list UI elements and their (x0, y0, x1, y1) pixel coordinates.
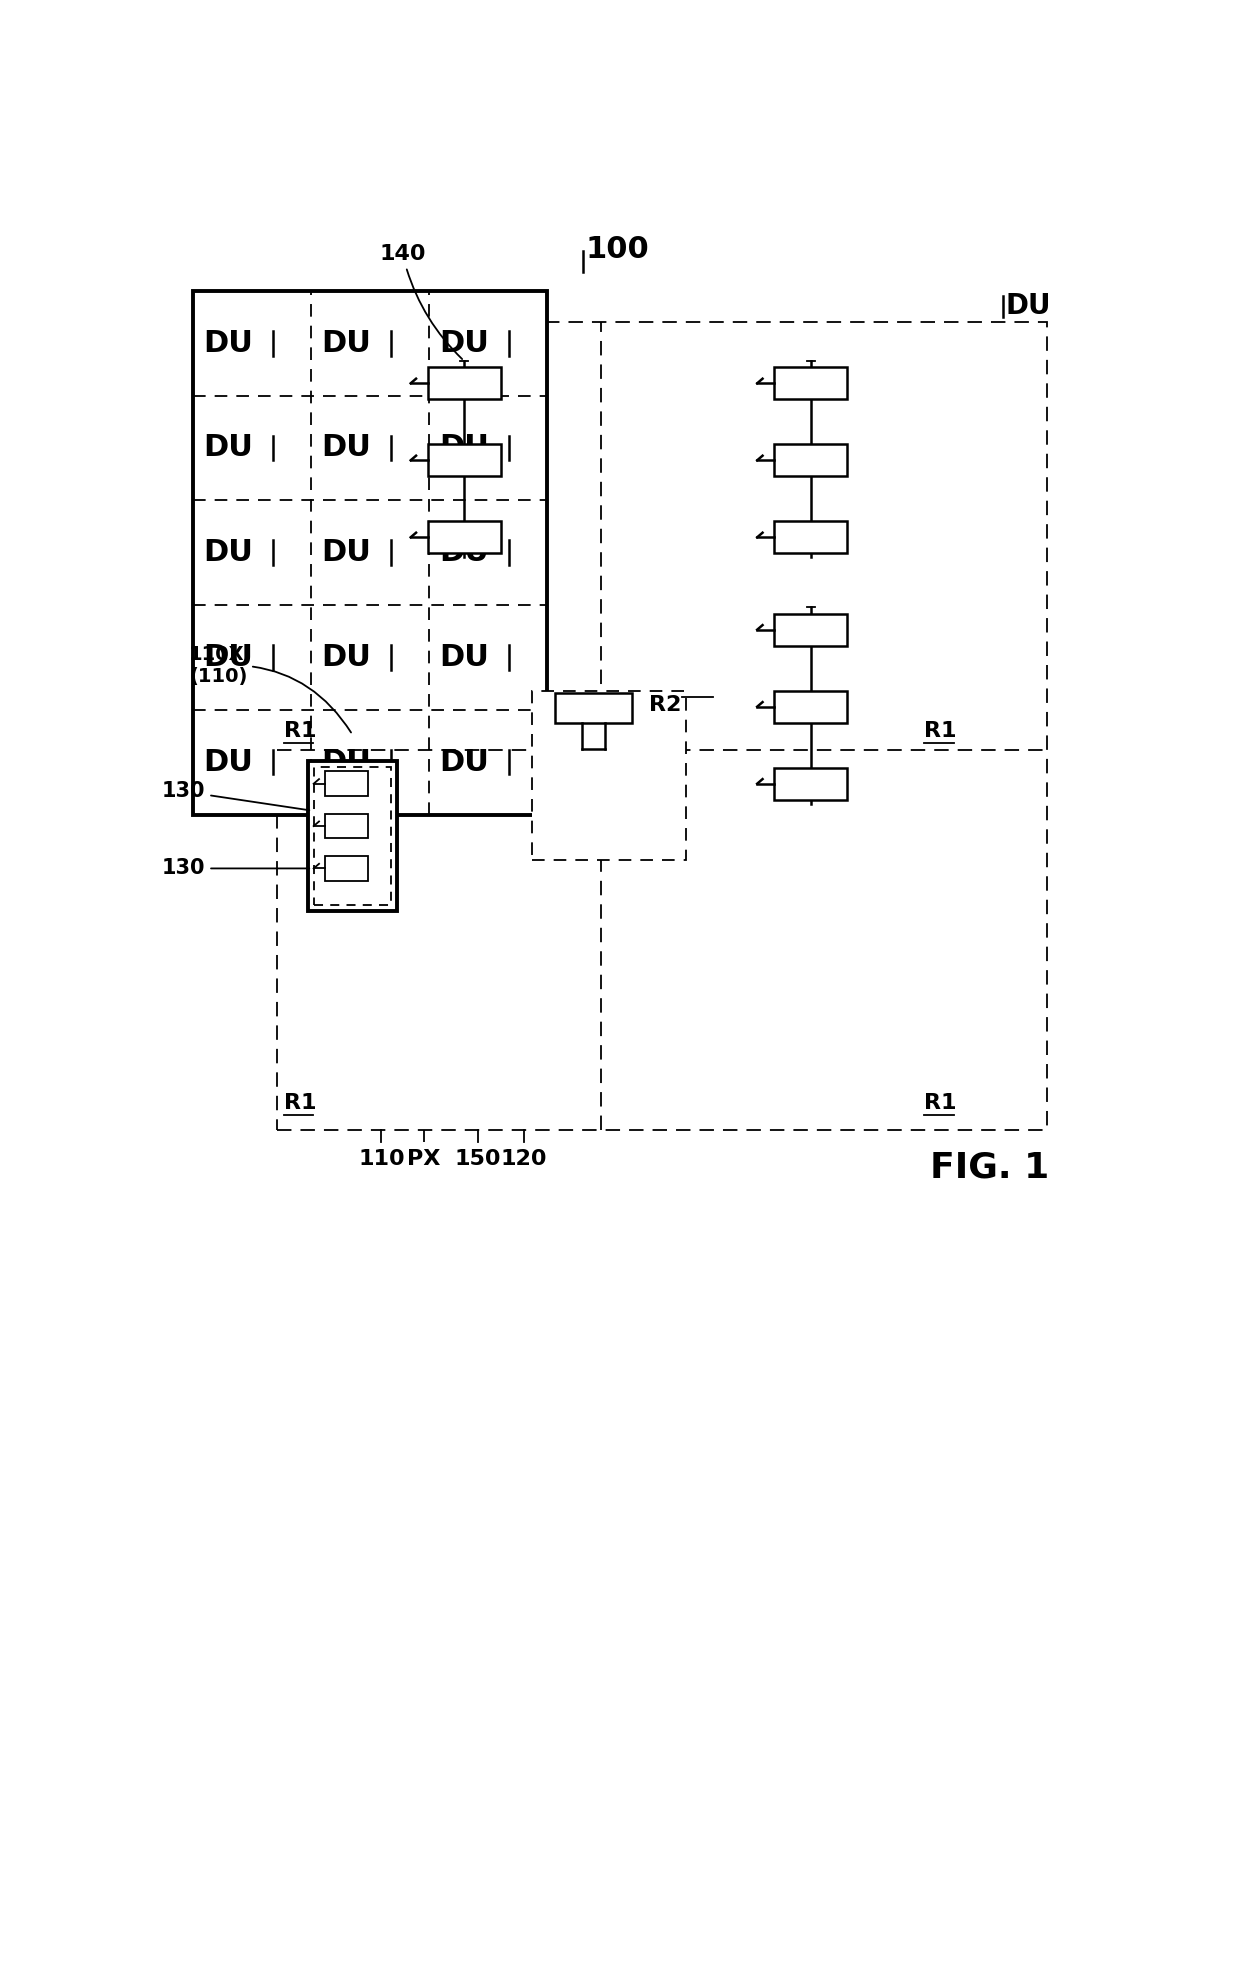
Bar (428, 368, 501, 400)
Bar (325, 857, 367, 881)
Bar (325, 771, 367, 795)
Text: 120: 120 (501, 1149, 547, 1169)
Bar (315, 767, 391, 905)
Text: DU: DU (203, 433, 253, 463)
Bar (278, 322, 1048, 1131)
Text: DU: DU (439, 747, 490, 777)
Bar (774, 368, 847, 400)
Text: 130: 130 (162, 859, 309, 879)
Text: DU: DU (439, 433, 490, 463)
Text: DU: DU (439, 539, 490, 567)
Bar (309, 761, 397, 911)
Text: DU: DU (321, 642, 371, 672)
Text: R1: R1 (284, 1093, 316, 1113)
Text: DU: DU (203, 539, 253, 567)
Text: DU: DU (321, 539, 371, 567)
Text: 130: 130 (162, 781, 309, 811)
Text: DU: DU (203, 747, 253, 777)
Text: 150: 150 (454, 1149, 501, 1169)
Bar (325, 813, 367, 839)
Text: DU: DU (203, 328, 253, 358)
Bar (774, 521, 847, 553)
Text: DU: DU (321, 747, 371, 777)
Bar (774, 614, 847, 646)
Bar (192, 290, 547, 815)
Text: 110: 110 (358, 1149, 404, 1169)
Text: PX: PX (407, 1149, 440, 1169)
Text: DU: DU (439, 328, 490, 358)
Text: 100: 100 (585, 235, 650, 264)
Text: R1: R1 (284, 722, 316, 742)
Text: DU: DU (1006, 292, 1050, 320)
Text: 140: 140 (379, 245, 463, 360)
Bar (532, 692, 686, 861)
Text: R2: R2 (650, 694, 682, 716)
Text: R1: R1 (924, 1093, 957, 1113)
Text: FIG. 1: FIG. 1 (930, 1151, 1049, 1185)
Text: 110X
(110): 110X (110) (188, 644, 351, 732)
Bar (774, 690, 847, 724)
Bar (428, 443, 501, 477)
Bar (554, 694, 631, 722)
Text: R1: R1 (924, 722, 957, 742)
Text: DU: DU (439, 642, 490, 672)
Text: DU: DU (321, 433, 371, 463)
Text: DU: DU (321, 328, 371, 358)
Bar (428, 521, 501, 553)
Text: DU: DU (203, 642, 253, 672)
Bar (774, 767, 847, 799)
Bar (774, 443, 847, 477)
